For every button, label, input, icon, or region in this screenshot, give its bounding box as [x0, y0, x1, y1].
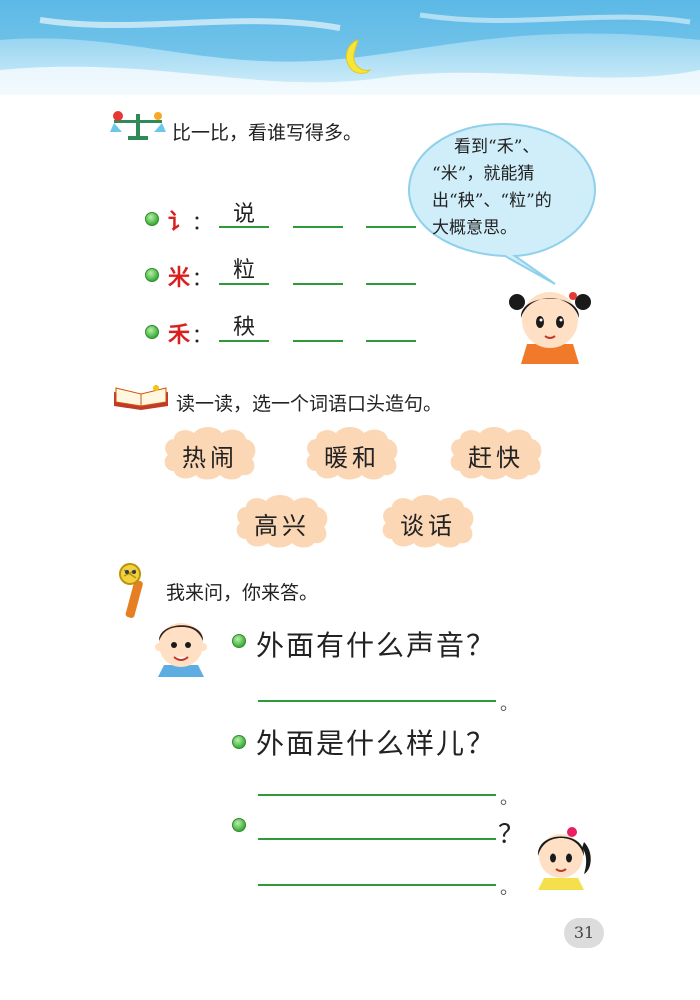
girl-illustration: [509, 292, 591, 364]
word-card[interactable]: 谈话: [378, 492, 478, 550]
section-title-qa: 我来问，你来答。: [166, 582, 319, 604]
microphone-icon: [119, 563, 143, 618]
boy-illustration: [155, 623, 207, 677]
example-word: 秧: [232, 315, 255, 340]
period-mark: 。: [500, 788, 518, 809]
word-label: 暖和: [324, 444, 380, 472]
bubble-line: 看到“禾”、: [454, 137, 540, 157]
bullet-icon: [232, 634, 246, 648]
word-label: 赶快: [468, 444, 524, 472]
colon: ：: [192, 210, 212, 234]
blank-line[interactable]: [219, 340, 269, 342]
bubble-line: 出“秧”、“粒”的: [432, 191, 552, 211]
blank-line[interactable]: [293, 283, 343, 285]
radical-yan: 讠: [168, 209, 191, 235]
colon: ：: [192, 323, 212, 347]
bubble-line: “米”，就能猜: [432, 164, 535, 184]
answer-line[interactable]: [258, 884, 496, 886]
word-label: 谈话: [400, 512, 456, 540]
answer-line[interactable]: [258, 794, 496, 796]
radical-mi: 米: [168, 265, 191, 291]
colon: ：: [192, 266, 212, 290]
bullet-icon: [145, 325, 159, 339]
page-number-badge: 31: [564, 918, 604, 948]
open-book-icon: [114, 385, 168, 410]
word-label: 高兴: [254, 512, 310, 540]
blank-line[interactable]: [293, 226, 343, 228]
question-look: 外面是什么样儿？: [256, 727, 497, 760]
speech-bubble: [407, 122, 597, 285]
word-label: 热闹: [182, 444, 238, 472]
answer-line[interactable]: [258, 700, 496, 702]
word-card[interactable]: 赶快: [446, 424, 546, 482]
small-girl-illustration: [537, 827, 591, 890]
word-card[interactable]: 暖和: [302, 424, 402, 482]
sky-banner: [0, 0, 700, 95]
question-sound: 外面有什么声音？: [256, 629, 497, 662]
bullet-icon: [232, 818, 246, 832]
section-title-compare: 比一比，看谁写得多。: [172, 122, 363, 144]
blank-line[interactable]: [219, 226, 269, 228]
page-number: 31: [573, 923, 595, 942]
period-mark: 。: [500, 694, 518, 715]
blank-line[interactable]: [366, 340, 416, 342]
example-word: 粒: [232, 258, 255, 283]
bubble-text: 看到“禾”、 “米”，就能猜 出“秧”、“粒”的 大概意思。: [432, 134, 592, 242]
moon-icon: [345, 39, 372, 74]
bullet-icon: [145, 268, 159, 282]
blank-line[interactable]: [366, 226, 416, 228]
radical-he: 禾: [168, 322, 191, 348]
question-mark: ？: [498, 820, 525, 850]
period-mark: 。: [500, 878, 518, 899]
bubble-line: 大概意思。: [432, 218, 517, 238]
bullet-icon: [232, 735, 246, 749]
balance-scale-icon: [110, 111, 166, 140]
section-title-read: 读一读，选一个词语口头造句。: [176, 393, 443, 415]
example-word: 说: [232, 202, 255, 227]
word-card[interactable]: 高兴: [232, 492, 332, 550]
blank-line[interactable]: [366, 283, 416, 285]
blank-line[interactable]: [219, 283, 269, 285]
bullet-icon: [145, 212, 159, 226]
word-card[interactable]: 热闹: [160, 424, 260, 482]
blank-line[interactable]: [293, 340, 343, 342]
question-line[interactable]: [258, 838, 496, 840]
